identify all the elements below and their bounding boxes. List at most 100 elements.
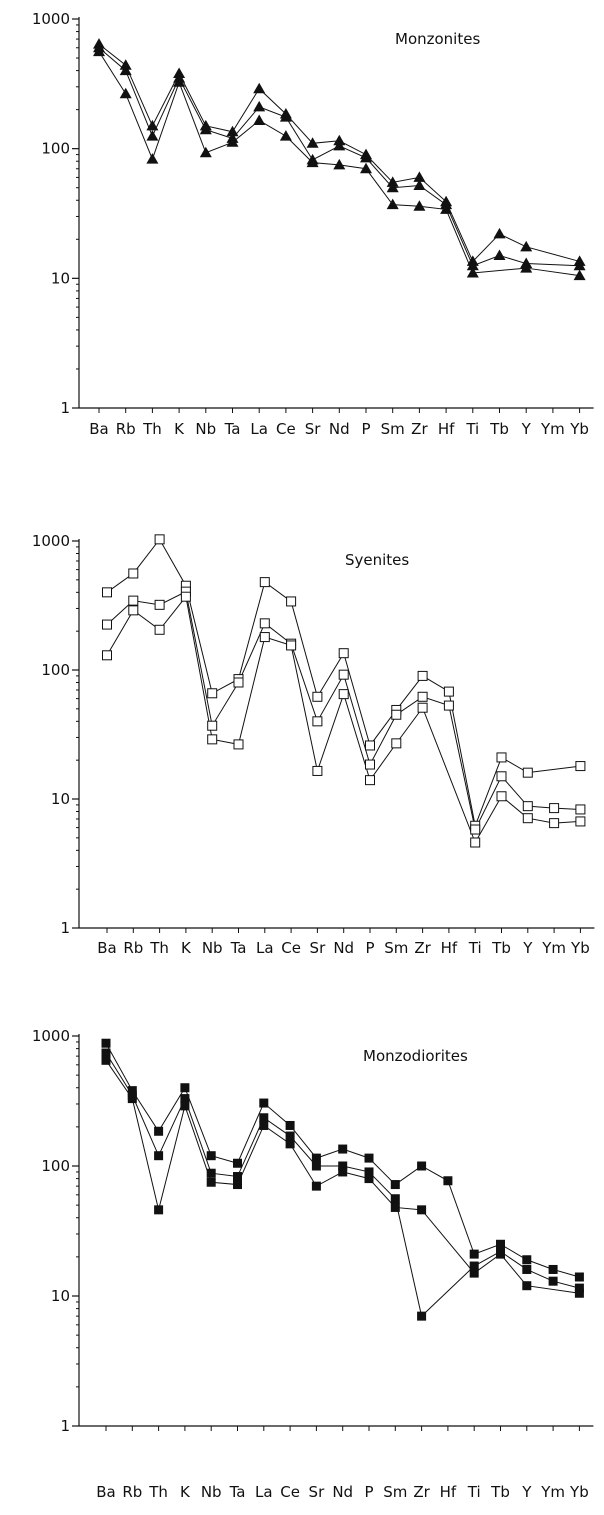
data-point bbox=[233, 739, 244, 750]
data-point bbox=[312, 691, 323, 702]
data-point bbox=[226, 125, 239, 137]
data-point bbox=[365, 740, 375, 751]
syenites-chart: 1 10 100 1000 Ba Rb Th K Nb Ta La Ce Sr Nd P Sm Zr Hf Ti Tb… bbox=[32, 532, 595, 957]
data-point bbox=[466, 259, 479, 271]
data-point bbox=[259, 632, 270, 643]
chart-title: Syenites bbox=[345, 551, 409, 569]
data-point bbox=[365, 775, 375, 786]
data-point bbox=[101, 1055, 111, 1065]
chart-title: Monzonites bbox=[395, 30, 480, 48]
x-tick-label: Ba bbox=[89, 420, 108, 438]
data-point bbox=[259, 1120, 269, 1130]
data-point bbox=[306, 156, 319, 168]
x-tick-label: Ta bbox=[230, 939, 247, 957]
data-point bbox=[259, 577, 270, 588]
x-tick-label: Rb bbox=[123, 939, 143, 957]
data-point bbox=[364, 1174, 374, 1184]
data-point bbox=[180, 1094, 190, 1104]
chart-panel-2: 1 10 100 1000 Ba Rb Th K Nb Ta La Ce Sr Nd P Sm Zr Hf Ti Tb… bbox=[0, 510, 604, 1010]
x-tick-label: Tb bbox=[491, 939, 511, 957]
data-point bbox=[311, 1161, 321, 1171]
data-point bbox=[146, 119, 159, 131]
data-point bbox=[469, 1261, 479, 1271]
data-point bbox=[206, 1151, 216, 1161]
x-tick-label: Ti bbox=[468, 939, 482, 957]
series-line-3 bbox=[105, 1060, 580, 1294]
data-point bbox=[102, 587, 112, 598]
data-point bbox=[146, 153, 159, 164]
x-tick-label: Ta bbox=[229, 1483, 246, 1501]
data-point bbox=[259, 1113, 269, 1123]
data-point bbox=[496, 771, 507, 782]
data-point bbox=[199, 146, 212, 158]
data-point bbox=[180, 1083, 190, 1093]
x-tick-label: K bbox=[180, 1483, 191, 1501]
data-point bbox=[285, 1120, 295, 1130]
data-point bbox=[548, 1264, 558, 1274]
data-point bbox=[233, 1172, 242, 1182]
data-point bbox=[417, 702, 428, 713]
data-point bbox=[470, 837, 481, 848]
x-tick-label: Tb bbox=[489, 420, 509, 438]
data-point bbox=[443, 700, 454, 711]
data-point bbox=[390, 1194, 400, 1204]
data-point bbox=[119, 87, 132, 99]
y-tick-label: 1 bbox=[60, 399, 70, 417]
data-point bbox=[128, 568, 139, 579]
data-point bbox=[522, 1255, 532, 1265]
x-tick-label: Tb bbox=[490, 1483, 510, 1501]
x-tick-label: Nd bbox=[329, 420, 350, 438]
y-tick-label: 1000 bbox=[32, 1027, 70, 1045]
data-point bbox=[574, 1272, 584, 1282]
data-point bbox=[386, 176, 399, 187]
data-point bbox=[312, 716, 323, 727]
x-tick-label: Nb bbox=[202, 939, 223, 957]
x-tick-label: K bbox=[174, 420, 185, 438]
data-point bbox=[127, 1086, 137, 1096]
data-point bbox=[93, 45, 105, 57]
data-point bbox=[180, 591, 191, 602]
data-point bbox=[311, 1153, 321, 1163]
x-tick-label: La bbox=[250, 420, 268, 438]
data-point bbox=[154, 1126, 164, 1136]
data-point bbox=[233, 1180, 242, 1190]
data-point bbox=[128, 605, 139, 616]
data-point bbox=[364, 1167, 374, 1177]
data-point bbox=[417, 1311, 427, 1321]
y-tick-label: 10 bbox=[51, 1287, 70, 1305]
x-tick-label: Hf bbox=[440, 1483, 457, 1501]
x-tick-label: Yb bbox=[569, 1483, 589, 1501]
data-point bbox=[338, 669, 349, 680]
data-point bbox=[360, 151, 372, 163]
data-point bbox=[417, 670, 428, 681]
data-point bbox=[338, 1144, 348, 1154]
data-point bbox=[496, 752, 507, 763]
x-tick-label: Th bbox=[149, 939, 169, 957]
y-tick-label: 1000 bbox=[32, 10, 70, 28]
x-tick-label: Nd bbox=[332, 1483, 353, 1501]
data-point bbox=[496, 1249, 505, 1259]
data-point bbox=[469, 1249, 479, 1259]
data-point bbox=[119, 59, 132, 70]
data-point bbox=[390, 1202, 400, 1212]
x-tick-label: P bbox=[361, 420, 370, 438]
data-point bbox=[127, 1094, 137, 1104]
data-point bbox=[417, 691, 428, 702]
data-point bbox=[365, 759, 375, 770]
data-point bbox=[338, 689, 349, 700]
data-point bbox=[522, 813, 533, 824]
data-point bbox=[154, 624, 165, 635]
x-tick-label: Y bbox=[522, 939, 533, 957]
monzonites-chart: 1 10 100 1000 Ba Rb Th K Nb Ta La Ce Sr Nd P Sm Zr Hf Ti Tb… bbox=[32, 10, 594, 438]
data-point bbox=[522, 801, 533, 812]
data-point bbox=[226, 136, 239, 147]
data-point bbox=[413, 171, 426, 182]
x-tick-label: Th bbox=[148, 1483, 168, 1501]
data-point bbox=[520, 240, 533, 252]
x-tick-label: Ba bbox=[97, 939, 116, 957]
x-tick-label: Rb bbox=[122, 1483, 142, 1501]
x-tick-label: Sr bbox=[305, 420, 322, 438]
data-point bbox=[279, 111, 292, 122]
data-point bbox=[306, 137, 319, 148]
data-point bbox=[575, 816, 586, 827]
